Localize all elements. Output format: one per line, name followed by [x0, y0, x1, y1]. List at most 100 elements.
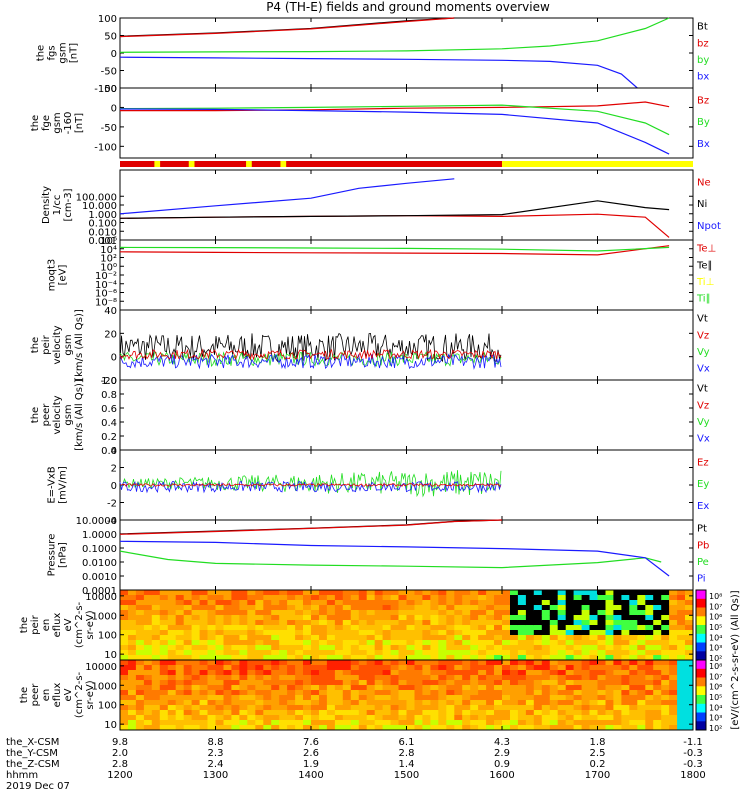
- spectrogram-cell: [661, 605, 670, 611]
- x-tick-label: 1600: [489, 770, 514, 781]
- spectrogram-cell: [255, 675, 264, 681]
- spectrogram-cell: [398, 670, 407, 676]
- y-axis-label: velocity: [52, 395, 63, 434]
- spectrogram-cell: [390, 610, 399, 616]
- spectrogram-cell: [175, 690, 185, 696]
- spectrogram-cell: [661, 655, 670, 661]
- spectrogram-cell: [231, 685, 240, 691]
- spectrogram-cell: [565, 605, 575, 611]
- spectrogram-cell: [295, 655, 304, 661]
- spectrogram-cell: [311, 650, 320, 656]
- spectrogram-cell: [525, 655, 535, 661]
- spectrogram-cell: [486, 625, 495, 631]
- spectrogram-cell: [358, 655, 368, 661]
- spectrogram-cell: [295, 625, 304, 631]
- spectrogram-cell: [183, 690, 193, 696]
- spectrogram-cell: [167, 625, 177, 631]
- spectrogram-cell: [613, 635, 622, 641]
- spectrogram-cell: [303, 675, 312, 681]
- spectrogram-cell: [159, 725, 169, 731]
- spectrogram-cell: [143, 710, 153, 716]
- spectrogram-cell: [358, 605, 368, 611]
- spectrogram-cell: [342, 620, 352, 626]
- spectrogram-cell: [510, 605, 519, 611]
- spectrogram-cell: [207, 665, 216, 671]
- spectrogram-cell: [494, 710, 503, 716]
- spectrogram-cell: [231, 700, 240, 706]
- spectrogram-cell: [199, 715, 208, 721]
- spectrogram-cell: [151, 690, 161, 696]
- spectrogram-cell: [661, 690, 670, 696]
- spectrogram-cell: [120, 605, 129, 611]
- spectrogram-cell: [271, 620, 280, 626]
- spectrogram-cell: [191, 700, 200, 706]
- spectrogram-cell: [589, 625, 598, 631]
- spectrogram-cell: [645, 645, 654, 651]
- spectrogram-cell: [605, 700, 614, 706]
- spectrogram-cell: [430, 610, 439, 616]
- spectrogram-cell: [629, 720, 638, 726]
- spectrogram-cell: [605, 725, 614, 731]
- spectrogram-cell: [406, 665, 415, 671]
- spectrogram-cell: [287, 595, 296, 601]
- spectrogram-cell: [398, 700, 407, 706]
- spectrogram-cell: [446, 655, 455, 661]
- spectrogram-cell: [454, 590, 463, 596]
- spectrogram-cell: [510, 630, 519, 636]
- spectrogram-cell: [454, 675, 463, 681]
- spectrogram-cell: [303, 640, 312, 646]
- spectrogram-cell: [191, 640, 200, 646]
- spectrogram-cell: [629, 670, 638, 676]
- spectrogram-cell: [422, 650, 431, 656]
- spectrogram-cell: [255, 625, 264, 631]
- spectrogram-cell: [247, 675, 256, 681]
- spectrogram-cell: [128, 625, 137, 631]
- spectrogram-cell: [279, 725, 288, 731]
- spectrogram-cell: [398, 665, 407, 671]
- spectrogram-cell: [287, 615, 296, 621]
- spectrogram-cell: [311, 620, 320, 626]
- spectrogram-cell: [406, 620, 415, 626]
- spectrogram-cell: [159, 605, 169, 611]
- y-tick-label: 50: [104, 84, 117, 95]
- spectrogram-cell: [342, 710, 352, 716]
- spectrogram-cell: [454, 725, 463, 731]
- spectrogram-cell: [525, 725, 535, 731]
- spectrogram-cell: [653, 720, 662, 726]
- spectrogram-cell: [207, 715, 216, 721]
- spectrogram-cell: [382, 620, 391, 626]
- spectrogram-cell: [207, 660, 216, 666]
- spectrogram-cell: [430, 725, 439, 731]
- spectrogram-cell: [533, 610, 543, 616]
- spectrogram-cell: [287, 590, 296, 596]
- spectrogram-cell: [287, 605, 296, 611]
- spectrogram-cell: [159, 640, 169, 646]
- legend-entry: Vt: [697, 314, 708, 325]
- spectrogram-cell: [613, 590, 622, 596]
- spectrogram-cell: [239, 705, 248, 711]
- spectrogram-cell: [589, 590, 598, 596]
- spectrogram-cell: [350, 595, 360, 601]
- spectrogram-cell: [454, 605, 463, 611]
- spectrogram-cell: [541, 680, 551, 686]
- spectrogram-cell: [549, 710, 559, 716]
- spectrogram-cell: [247, 640, 256, 646]
- spectrogram-cell: [653, 655, 662, 661]
- spectrogram-cell: [223, 725, 232, 731]
- spectrogram-cell: [589, 605, 598, 611]
- spectrogram-cell: [231, 715, 240, 721]
- spectrogram-cell: [167, 665, 177, 671]
- spectrogram-cell: [358, 630, 368, 636]
- spectrogram-cell: [541, 725, 551, 731]
- spectrogram-cell: [478, 665, 487, 671]
- spectrogram-cell: [454, 620, 463, 626]
- spectrogram-cell: [128, 720, 137, 726]
- spectrogram-cell: [557, 590, 567, 596]
- spectrogram-cell: [128, 615, 137, 621]
- spectrogram-cell: [358, 725, 368, 731]
- spectrogram-cell: [565, 675, 575, 681]
- spectrogram-cell: [135, 620, 145, 626]
- spectrogram-cell: [342, 590, 352, 596]
- spectrogram-cell: [334, 675, 344, 681]
